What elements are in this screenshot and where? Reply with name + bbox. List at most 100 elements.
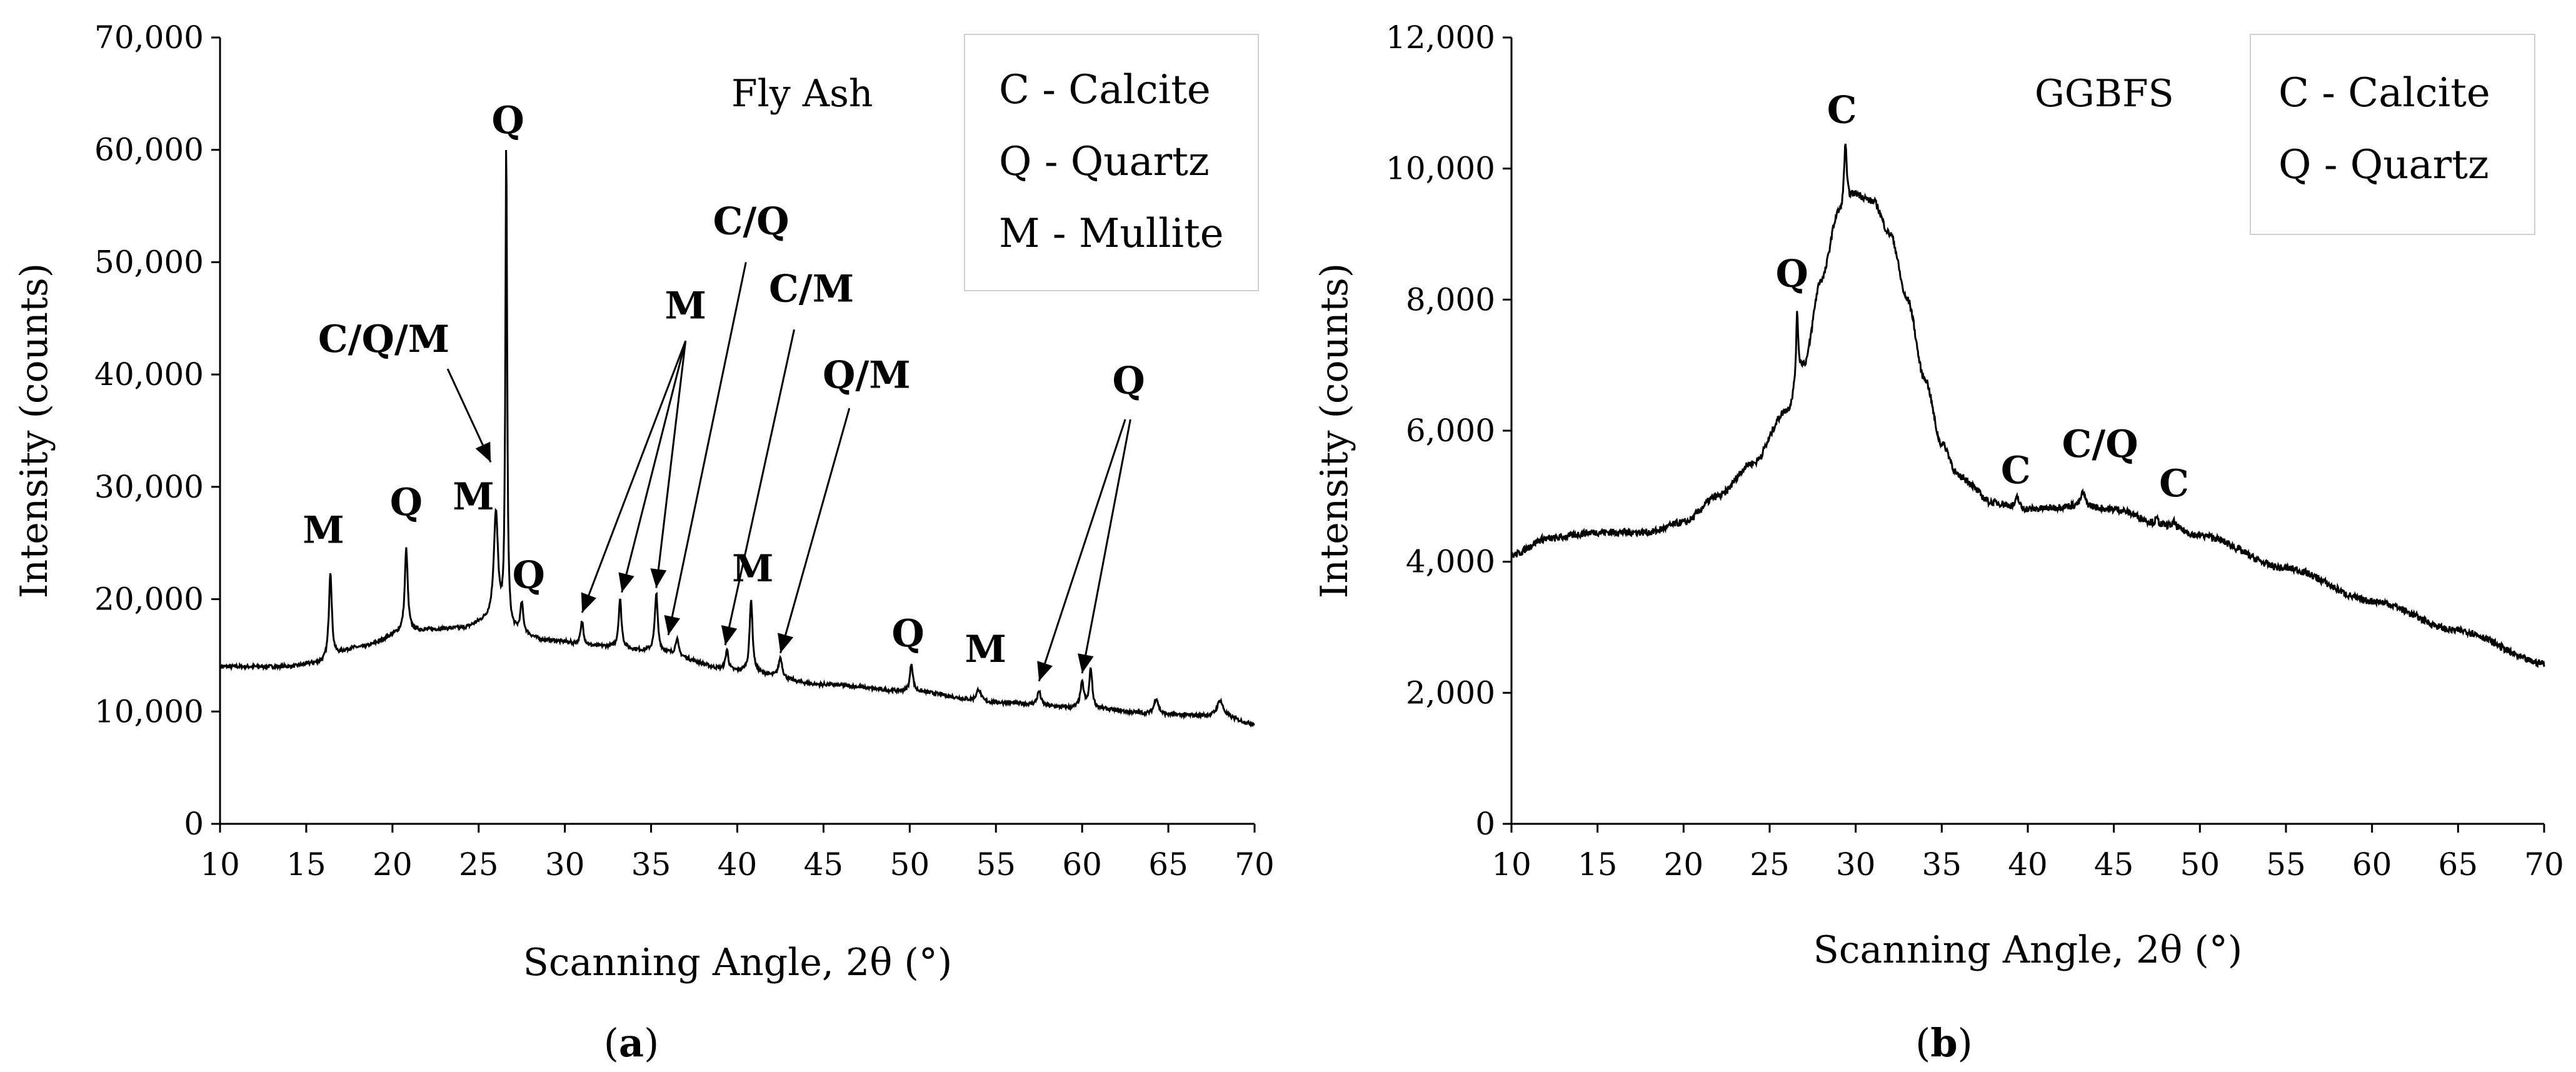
y-tick-label: 6,000 <box>1406 413 1495 449</box>
y-tick-label: 2,000 <box>1406 674 1495 711</box>
arrowhead <box>721 625 738 646</box>
y-axis-label-b: Intensity (counts) <box>1313 263 1356 598</box>
peak-label: M <box>665 284 706 328</box>
x-tick-label: 15 <box>286 846 326 883</box>
x-tick-label: 25 <box>1750 846 1790 883</box>
x-tick-label: 55 <box>976 846 1016 883</box>
y-tick-label: 20,000 <box>94 581 204 618</box>
arrowhead <box>618 572 634 593</box>
y-tick-label: 12,000 <box>1386 19 1495 56</box>
y-tick-label: 0 <box>184 806 204 842</box>
peak-label: M <box>453 475 494 519</box>
x-tick-label: 70 <box>2524 846 2564 883</box>
x-tick-label: 35 <box>1922 846 1962 883</box>
peak-label: C/Q/M <box>318 318 449 361</box>
arrowhead <box>1077 653 1094 674</box>
annotation-arrow <box>621 340 687 593</box>
x-tick-label: 10 <box>1491 846 1531 883</box>
annotation-arrow <box>1038 419 1126 682</box>
y-tick-label: 30,000 <box>94 469 204 505</box>
legend-item-calcite-b: C - Calcite <box>2278 70 2490 116</box>
x-axis-ticks-b: 10 15 20 25 30 35 40 45 50 55 60 65 70 <box>1491 824 2564 883</box>
y-tick-label: 0 <box>1475 806 1495 842</box>
caption-b: (b) <box>1915 1020 1973 1066</box>
x-tick-label: 60 <box>1062 846 1102 883</box>
arrowhead <box>664 615 681 636</box>
x-tick-label: 30 <box>545 846 585 883</box>
x-tick-label: 60 <box>2352 846 2392 883</box>
annotation-arrow <box>581 340 687 613</box>
x-tick-label: 40 <box>718 846 758 883</box>
arrowhead <box>475 441 491 463</box>
legend-b <box>2250 34 2535 235</box>
legend-item-quartz-a: Q - Quartz <box>999 139 1210 185</box>
x-tick-label: 30 <box>1836 846 1876 883</box>
x-tick-label: 45 <box>2094 846 2134 883</box>
peak-label: M <box>965 628 1006 671</box>
annotation-arrow <box>655 341 687 588</box>
peak-label: C/Q <box>713 200 789 244</box>
arrowhead <box>650 568 667 588</box>
x-tick-label: 10 <box>200 846 240 883</box>
x-tick-label: 20 <box>373 846 413 883</box>
y-tick-label: 8,000 <box>1406 281 1495 318</box>
sample-label-a: Fly Ash <box>731 72 873 116</box>
panel-a: 0 10,000 20,000 30,000 40,000 50,000 60,000 70,… <box>13 19 1275 1066</box>
legend-a <box>964 34 1259 291</box>
y-tick-label: 50,000 <box>94 244 204 280</box>
sample-label-b: GGBFS <box>2035 72 2174 116</box>
x-tick-label: 35 <box>631 846 671 883</box>
legend-item-quartz-b: Q - Quartz <box>2278 142 2489 188</box>
y-axis-ticks-b: 0 2,000 4,000 6,000 8,000 10,000 12,000 <box>1386 19 1511 842</box>
annotation-arrow <box>1081 419 1131 674</box>
panel-b: 0 2,000 4,000 6,000 8,000 10,000 12,000 10 15 20… <box>1313 19 2564 1066</box>
x-tick-label: 65 <box>1148 846 1188 883</box>
y-tick-label: 4,000 <box>1406 544 1495 580</box>
x-tick-label: 15 <box>1578 846 1618 883</box>
y-tick-label: 40,000 <box>94 356 204 393</box>
annotation-arrow <box>667 262 747 636</box>
arrowhead <box>581 592 597 613</box>
x-tick-label: 70 <box>1235 846 1275 883</box>
x-tick-label: 40 <box>2008 846 2048 883</box>
legend-item-calcite-a: C - Calcite <box>999 67 1211 113</box>
y-tick-label: 60,000 <box>94 132 204 168</box>
annotation-arrow <box>724 329 795 646</box>
x-tick-label: 55 <box>2266 846 2306 883</box>
peak-label: C <box>2001 449 2031 493</box>
y-tick-label: 10,000 <box>1386 151 1495 187</box>
x-tick-label: 25 <box>459 846 499 883</box>
legend-item-mullite-a: M - Mullite <box>999 211 1224 257</box>
peak-label: M <box>732 547 773 591</box>
xrd-pattern-ggbfs <box>1510 143 2545 669</box>
peak-label: C/M <box>769 267 854 311</box>
x-tick-label: 45 <box>804 846 844 883</box>
x-axis-ticks-a: 10 15 20 25 30 35 40 45 50 55 60 65 70 <box>200 824 1275 883</box>
peak-label: Q/M <box>823 354 911 398</box>
annotation-arrow <box>779 408 851 654</box>
y-axis-label-a: Intensity (counts) <box>13 263 56 598</box>
x-tick-label: 50 <box>2180 846 2220 883</box>
peak-label: C <box>1827 88 1857 132</box>
y-tick-label: 10,000 <box>94 693 204 729</box>
peak-annotations-b: C Q C C/Q C <box>1776 88 2189 506</box>
arrowhead <box>1037 661 1053 681</box>
peak-label: Q <box>1776 252 1808 296</box>
peak-label: Q <box>891 612 924 656</box>
annotation-arrows-a <box>446 262 1131 682</box>
y-tick-label: 70,000 <box>94 19 204 56</box>
peak-label: C <box>2159 462 2189 506</box>
x-axis-label-a: Scanning Angle, 2θ (°) <box>523 941 952 984</box>
sample-label-box-a <box>706 44 950 131</box>
peak-label: Q <box>492 99 524 143</box>
x-tick-label: 65 <box>2438 846 2478 883</box>
caption-a: (a) <box>604 1020 659 1066</box>
peak-label: Q <box>513 554 545 598</box>
peak-label: Q <box>390 481 423 524</box>
xrd-pattern-fly-ash <box>219 149 1255 728</box>
arrowhead <box>778 633 794 653</box>
sample-label-box-b <box>2010 44 2222 131</box>
x-tick-label: 20 <box>1664 846 1704 883</box>
